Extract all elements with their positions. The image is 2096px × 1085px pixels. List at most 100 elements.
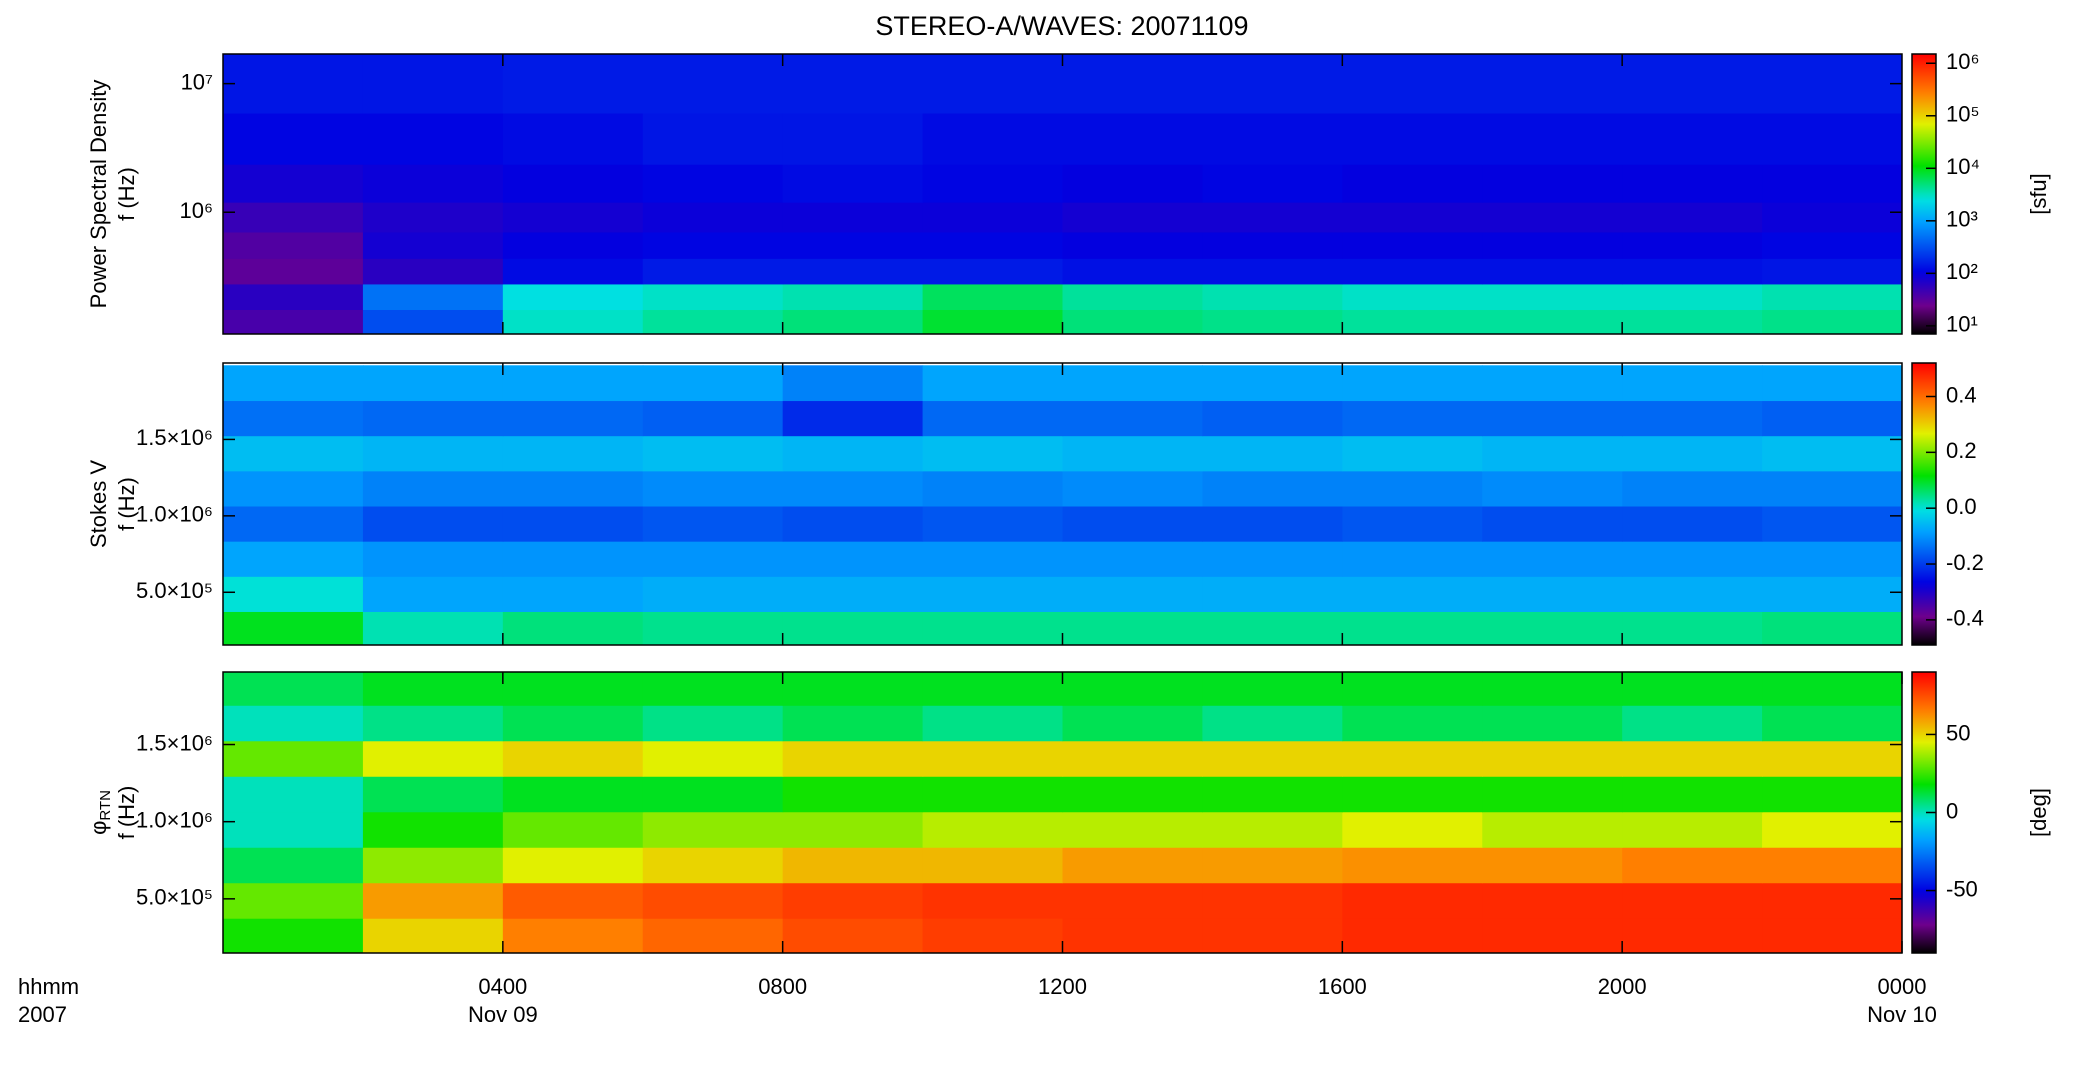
colorbar-tick-label: 10⁶ <box>1946 49 1980 74</box>
heatmap-cell <box>1762 576 1902 612</box>
heatmap-cell <box>1202 470 1343 507</box>
heatmap-cell <box>1062 309 1204 334</box>
heatmap-cell <box>1762 202 1902 233</box>
heatmap-cell <box>1622 611 1763 645</box>
heatmap-cell <box>1622 740 1763 777</box>
heatmap-cell <box>782 400 924 437</box>
heatmap-cell <box>1622 112 1763 165</box>
heatmap-cell <box>922 776 1064 813</box>
heatmap-cell <box>362 882 504 919</box>
heatmap-cell <box>1622 541 1763 577</box>
heatmap-cell <box>782 309 924 334</box>
heatmap-cell <box>502 435 644 472</box>
y-axis-label-text: φ <box>86 821 111 835</box>
colorbar-label: [deg] <box>2026 788 2051 837</box>
y-axis-label-text: f (Hz) <box>114 786 139 840</box>
heatmap-cell <box>642 611 784 645</box>
heatmap-cell <box>1482 705 1623 742</box>
heatmap-cell <box>362 740 504 777</box>
heatmap-cell <box>1482 740 1623 777</box>
heatmap-cell <box>502 164 644 203</box>
heatmap-cell <box>922 847 1064 884</box>
heatmap-cell <box>502 202 644 233</box>
heatmap <box>223 54 1902 334</box>
heatmap-cell <box>922 918 1064 953</box>
heatmap-cell <box>782 258 924 285</box>
heatmap-cell <box>1202 740 1343 777</box>
heatmap-cell <box>922 283 1064 311</box>
heatmap-cell <box>922 672 1064 706</box>
heatmap-cell <box>223 231 364 259</box>
heatmap-cell <box>782 776 924 813</box>
heatmap-cell <box>922 740 1064 777</box>
heatmap <box>223 672 1902 953</box>
heatmap-cell <box>1482 811 1623 848</box>
y-axis-label-subscript: RTN <box>97 790 114 821</box>
heatmap-cell <box>642 740 784 777</box>
heatmap-cell <box>922 54 1064 114</box>
heatmap-cell <box>223 505 364 542</box>
heatmap-cell <box>223 705 364 742</box>
heatmap-cell <box>1342 54 1483 114</box>
heatmap-cell <box>642 672 784 706</box>
heatmap-cell <box>1482 164 1623 203</box>
heatmap-cell <box>1062 847 1204 884</box>
heatmap-cell <box>362 505 504 542</box>
heatmap-cell <box>1482 672 1623 706</box>
y-axis-label: Power Spectral Density <box>86 80 111 309</box>
heatmap-cell <box>782 541 924 577</box>
heatmap-cell <box>1202 541 1343 577</box>
heatmap-cell <box>1482 882 1623 919</box>
heatmap-cell <box>1342 435 1483 472</box>
heatmap-cell <box>922 202 1064 233</box>
heatmap-cell <box>1762 435 1902 472</box>
heatmap-cell <box>782 54 924 114</box>
heatmap-cell <box>922 435 1064 472</box>
heatmap-cell <box>1482 505 1623 542</box>
colorbar-tick-label: -0.4 <box>1946 606 1984 631</box>
heatmap-cell <box>502 505 644 542</box>
y-tick-label: 10⁷ <box>181 69 213 94</box>
heatmap-cell <box>502 112 644 165</box>
heatmap-cell <box>1622 400 1763 437</box>
heatmap-cell <box>1062 776 1204 813</box>
heatmap-cell <box>1482 112 1623 165</box>
heatmap-cell <box>1762 54 1902 114</box>
heatmap-cell <box>1342 400 1483 437</box>
heatmap-cell <box>642 365 784 402</box>
heatmap-cell <box>1482 400 1623 437</box>
heatmap-cell <box>1062 258 1204 285</box>
heatmap-cell <box>1202 258 1343 285</box>
heatmap-cell <box>223 847 364 884</box>
heatmap-cell <box>1762 882 1902 919</box>
heatmap-cell <box>362 576 504 612</box>
heatmap-cell <box>1762 231 1902 259</box>
heatmap-cell <box>1622 258 1763 285</box>
heatmap-cell <box>782 435 924 472</box>
heatmap-cell <box>502 365 644 402</box>
heatmap-cell <box>223 164 364 203</box>
heatmap-cell <box>362 164 504 203</box>
x-tick-label: 1200 <box>1038 974 1087 999</box>
heatmap-cell <box>642 811 784 848</box>
heatmap-cell <box>502 882 644 919</box>
heatmap-cell <box>502 811 644 848</box>
heatmap-cell <box>1342 505 1483 542</box>
heatmap-cell <box>502 283 644 311</box>
heatmap-cell <box>1062 541 1204 577</box>
heatmap-cell <box>1482 576 1623 612</box>
chart-title: STEREO-A/WAVES: 20071109 <box>875 11 1248 41</box>
heatmap-cell <box>1342 258 1483 285</box>
heatmap-cell <box>1622 576 1763 612</box>
heatmap-cell <box>1482 847 1623 884</box>
y-axis-label-text: f (Hz) <box>114 477 139 531</box>
heatmap-cell <box>1482 365 1623 402</box>
heatmap-cell <box>1622 283 1763 311</box>
heatmap-cell <box>223 672 364 706</box>
x-axis-label: 2007 <box>18 1002 67 1027</box>
x-tick-label: 0000 <box>1878 974 1927 999</box>
y-tick-label: 1.0×10⁶ <box>136 502 213 527</box>
heatmap-cell <box>1342 811 1483 848</box>
